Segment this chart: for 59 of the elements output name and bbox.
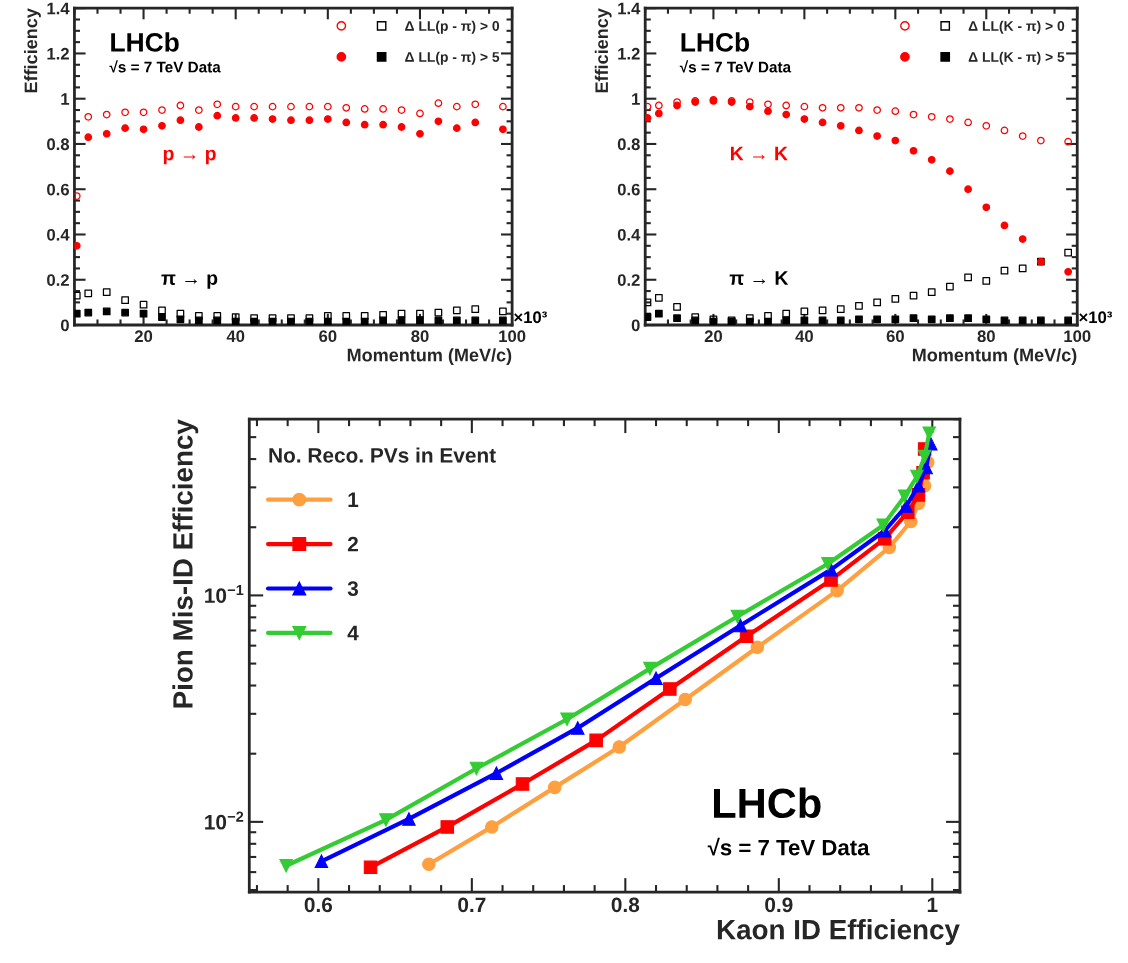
legend-label: 1 bbox=[348, 492, 359, 507]
x-tick-label: 1 bbox=[927, 897, 938, 912]
y-axis-title: Pion Mis-ID Efficiency bbox=[172, 419, 199, 708]
annotation: √s = 7 TeV Data bbox=[707, 837, 870, 856]
x-tick-label: 20 bbox=[704, 330, 723, 343]
x-tick-label: 60 bbox=[886, 330, 904, 343]
x-tick-label: 40 bbox=[795, 330, 813, 343]
x-axis-title: Momentum (MeV/c) bbox=[912, 348, 1077, 366]
x-tick-label: 80 bbox=[411, 330, 429, 343]
text: ×10³ bbox=[514, 311, 547, 324]
annotation: K → K bbox=[730, 146, 788, 161]
legend-label: 2 bbox=[347, 536, 358, 552]
y-tick-label: 0.4 bbox=[47, 228, 70, 241]
x-axis-title: Momentum (MeV/c) bbox=[347, 348, 512, 366]
legend-label: Δ LL(p - π) > 5 bbox=[405, 51, 500, 65]
x-tick-label: 0.6 bbox=[304, 897, 333, 913]
y-tick-label: 0.8 bbox=[47, 138, 70, 151]
y-tick-label: 0 bbox=[631, 319, 640, 332]
y-tick-label: 1.2 bbox=[618, 47, 640, 60]
legend-label: Δ LL(K - π) > 0 bbox=[968, 20, 1065, 34]
y-tick-label: 0.8 bbox=[617, 138, 640, 151]
x-tick-label: 40 bbox=[226, 330, 245, 343]
y-tick-label: 10$^{−1}$ bbox=[205, 585, 244, 603]
x-axis-title: Kaon ID Efficiency bbox=[717, 919, 960, 945]
y-tick-label: 1.4 bbox=[618, 2, 641, 15]
y-tick-label: 1 bbox=[632, 93, 640, 105]
legend-label: Δ LL(K - π) > 5 bbox=[968, 51, 1065, 65]
legend-label: 4 bbox=[347, 625, 359, 641]
y-tick-label: 1.2 bbox=[47, 47, 69, 60]
y-tick-label: 0.6 bbox=[47, 183, 69, 196]
x-tick-label: 80 bbox=[977, 330, 995, 343]
x-tick-label: 0.7 bbox=[458, 897, 486, 913]
y-tick-label: 1.4 bbox=[47, 2, 70, 15]
annotation: √s = 7 TeV Data bbox=[109, 60, 221, 73]
annotation: π → K bbox=[729, 271, 789, 285]
y-tick-label: 0.4 bbox=[617, 228, 641, 241]
annotation: √s = 7 TeV Data bbox=[679, 60, 792, 73]
text: ×10³ bbox=[1079, 311, 1112, 324]
y-tick-label: 0.6 bbox=[617, 183, 640, 196]
legend-title: No. Reco. PVs in Event bbox=[269, 447, 496, 463]
x-tick-label: 0.9 bbox=[765, 897, 793, 913]
annotation: π → p bbox=[161, 274, 218, 289]
annotation: LHCb bbox=[681, 32, 750, 52]
legend-label: 3 bbox=[347, 581, 359, 596]
annotation: LHCb bbox=[111, 32, 179, 52]
y-tick-label: 0.2 bbox=[47, 274, 69, 286]
x-tick-label: 20 bbox=[134, 330, 153, 343]
y-tick-label: 0.2 bbox=[617, 274, 640, 286]
annotation: LHCb bbox=[713, 787, 821, 819]
y-tick-label: 10$^{−2}$ bbox=[205, 811, 244, 830]
annotation: p → p bbox=[163, 149, 216, 165]
y-axis-title: Efficiency bbox=[24, 8, 41, 93]
y-tick-label: 1 bbox=[61, 93, 70, 105]
x-tick-label: 100 bbox=[1064, 330, 1091, 343]
y-tick-label: 0 bbox=[60, 319, 69, 332]
x-tick-label: 100 bbox=[499, 330, 526, 343]
x-tick-label: 60 bbox=[319, 330, 337, 343]
y-axis-title: Efficiency bbox=[594, 8, 612, 93]
legend-label: Δ LL(p - π) > 0 bbox=[405, 20, 500, 34]
